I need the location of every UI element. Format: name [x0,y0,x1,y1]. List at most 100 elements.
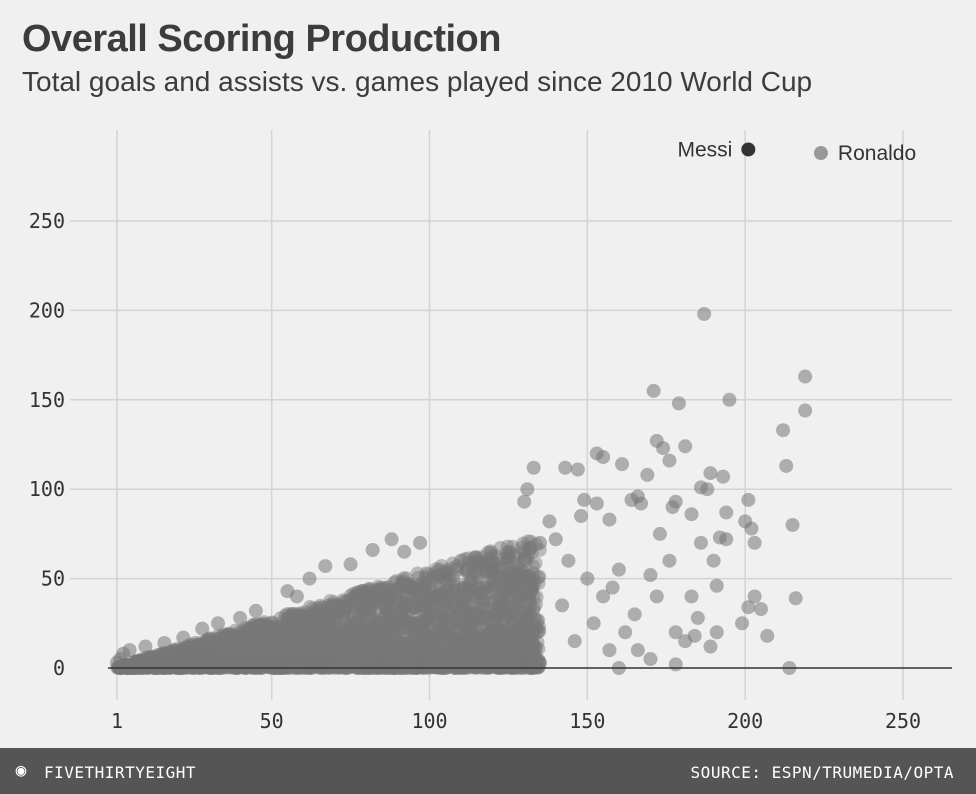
player-point [178,642,193,657]
player-point [380,589,395,604]
player-point [332,626,347,641]
player-point [214,659,229,674]
player-point [335,642,350,657]
player-point [360,629,375,644]
player-point [497,658,512,673]
player-point [230,632,245,647]
player-point [291,616,306,631]
player-point [511,653,526,668]
player-point [493,541,508,556]
player-point [227,641,242,656]
player-point [135,655,150,670]
player-point [132,655,147,670]
player-point [453,643,468,658]
player-point [424,595,439,610]
brand-name: FIVETHIRTYEIGHT [44,763,196,782]
player-point [335,640,350,655]
player-point [457,619,472,634]
player-point [178,653,193,668]
player-point [512,631,527,646]
player-point [274,659,289,674]
player-point [404,632,419,647]
player-point [371,644,386,659]
player-point [291,637,306,652]
player-point [522,592,537,607]
player-point [323,645,338,660]
player-point [476,653,491,668]
player-point [288,645,303,660]
player-point [173,651,188,666]
player-point [342,647,357,662]
player-point [219,655,234,670]
player-point [425,590,440,605]
player-point [505,650,520,665]
player-point [438,618,453,633]
player-point [216,655,231,670]
player-point [220,647,235,662]
player-point [467,655,482,670]
player-point [458,588,473,603]
player-point [191,651,206,666]
player-point [331,642,346,657]
player-point [448,639,463,654]
player-point [662,453,677,468]
player-point [218,660,233,675]
player-point [422,647,437,662]
player-point [328,640,343,655]
player-point [529,659,544,674]
player-point [278,652,293,667]
player-point [693,535,708,550]
player-point [341,626,356,641]
player-point [402,579,417,594]
player-point [250,647,265,662]
player-point [380,630,395,645]
player-point [479,628,494,643]
player-point [432,643,447,658]
player-point [425,590,440,605]
player-point [271,621,286,636]
player-point [160,655,175,670]
player-point [135,656,150,671]
player-point [394,644,409,659]
player-point [305,638,320,653]
player-point [531,576,546,591]
player-point [596,450,611,465]
player-point [343,655,358,670]
player-point [521,586,536,601]
player-point [409,659,424,674]
player-point [415,602,430,617]
player-point [150,658,165,673]
player-point [138,639,153,654]
highlight-point [813,146,828,161]
player-point [264,640,279,655]
player-point [490,656,505,671]
player-point [268,647,283,662]
player-point [517,642,532,657]
player-point [175,655,190,670]
player-point [292,611,307,626]
player-point [254,630,269,645]
player-point [494,596,509,611]
player-point [289,589,304,604]
player-point [709,625,724,640]
player-point [168,646,183,661]
player-point [411,643,426,658]
player-point [446,649,461,664]
player-point [340,656,355,671]
player-point [510,659,525,674]
player-point [434,644,449,659]
player-point [467,643,482,658]
player-point [470,555,485,570]
player-point [298,644,313,659]
player-point [285,606,300,621]
player-point [285,654,300,669]
player-point [510,568,525,583]
player-point [276,645,291,660]
player-point [527,576,542,591]
player-point [398,598,413,613]
player-point [339,648,354,663]
player-point [450,638,465,653]
player-point [526,460,541,475]
player-point [221,637,236,652]
player-point [463,635,478,650]
